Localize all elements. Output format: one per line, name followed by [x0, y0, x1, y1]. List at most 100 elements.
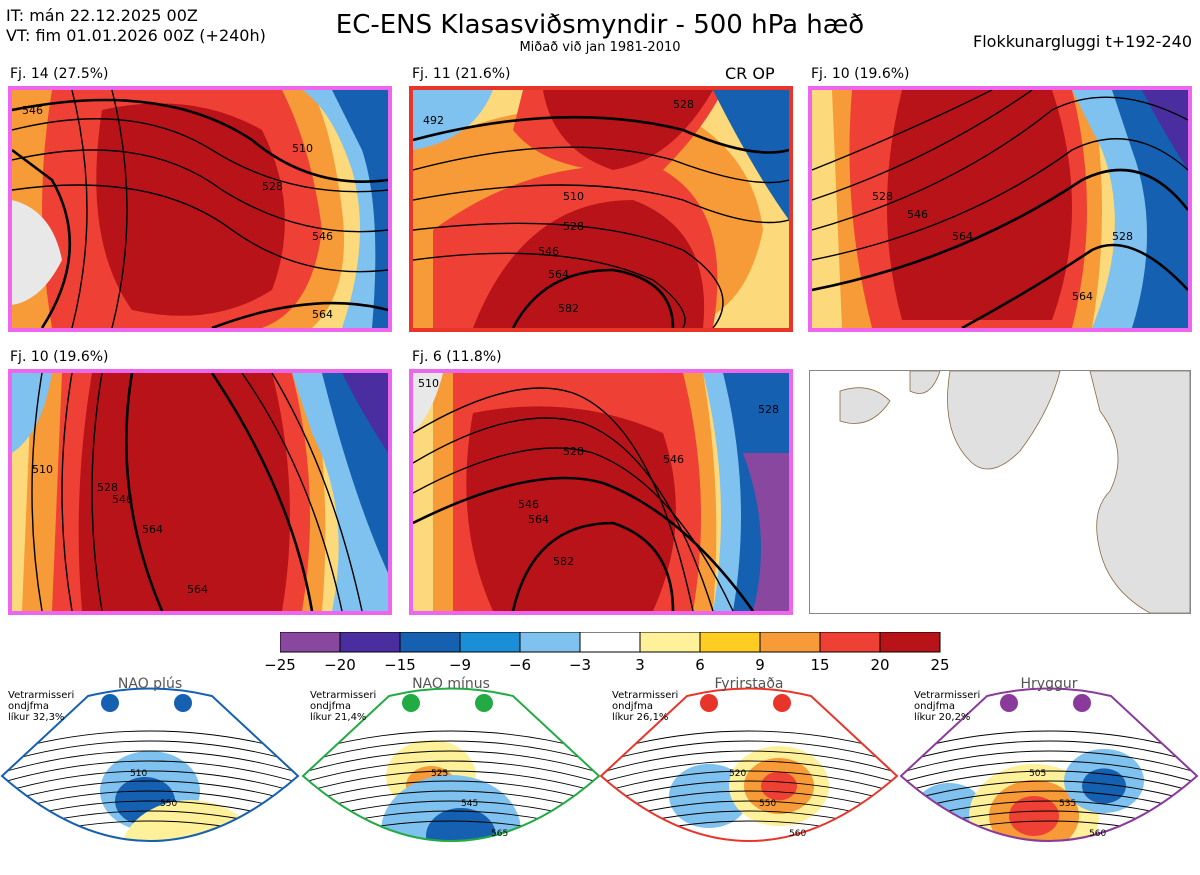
- cluster-panel-3[interactable]: 528 546 564 528 564: [808, 86, 1192, 332]
- svg-text:564: 564: [187, 583, 208, 596]
- svg-text:528: 528: [262, 180, 283, 193]
- svg-text:510: 510: [563, 190, 584, 203]
- regime-marker: [1000, 694, 1018, 712]
- svg-text:564: 564: [1072, 290, 1093, 303]
- regime-stats-4: Vetrarmisseri ondjfma líkur 20,2%: [914, 690, 981, 723]
- colorbar-swatch: [699, 632, 761, 653]
- panel-label-3: Fj. 10 (19.6%): [811, 66, 910, 82]
- svg-text:564: 564: [528, 513, 549, 526]
- height-contour: [303, 740, 599, 767]
- colorbar-tick-label: −3: [568, 656, 592, 674]
- panel-label-2: Fj. 11 (21.6%): [412, 66, 511, 82]
- colorbar-swatch: [339, 632, 401, 653]
- svg-text:510: 510: [32, 463, 53, 476]
- regime-marker: [475, 694, 493, 712]
- svg-text:528: 528: [872, 190, 893, 203]
- colorbar-tick-label: 3: [635, 656, 645, 674]
- svg-text:528: 528: [97, 481, 118, 494]
- page-title: EC-ENS Klasasviðsmyndir - 500 hPa hæð: [335, 10, 865, 40]
- colorbar-swatch: [399, 632, 461, 653]
- cluster-panel-2[interactable]: 492 528 510 528 546 564 582: [409, 86, 793, 332]
- regime-stats-2: Vetrarmisseri ondjfma líkur 21,4%: [310, 690, 377, 723]
- height-contour: [601, 770, 897, 797]
- svg-text:546: 546: [907, 208, 928, 221]
- contour-label: 525: [431, 769, 448, 779]
- colorbar-tick-label: 15: [810, 656, 830, 674]
- regime-marker: [1073, 694, 1091, 712]
- height-contour: [601, 780, 897, 807]
- svg-text:582: 582: [558, 302, 579, 315]
- svg-text:546: 546: [112, 493, 133, 506]
- svg-text:546: 546: [518, 498, 539, 511]
- svg-text:582: 582: [553, 555, 574, 568]
- cluster-panel-1[interactable]: 546 510 528 546 564: [8, 86, 392, 332]
- init-time: IT: mán 22.12.2025 00Z: [6, 6, 198, 25]
- svg-text:564: 564: [952, 230, 973, 243]
- regime-title-1: NAO plús: [117, 676, 183, 692]
- height-contour: [303, 750, 599, 777]
- height-contour: [601, 760, 897, 787]
- colorbar-tick-label: −25: [264, 656, 296, 674]
- contour-label: 535: [1059, 799, 1076, 809]
- regime-outline: [0, 687, 300, 842]
- svg-text:546: 546: [312, 230, 333, 243]
- svg-text:528: 528: [563, 220, 584, 233]
- svg-text:510: 510: [418, 377, 439, 390]
- height-contour: [2, 750, 298, 777]
- colorbar-tick-label: −9: [448, 656, 472, 674]
- cluster-panel-4[interactable]: 510 528 546 564 564: [8, 369, 392, 615]
- regime-marker: [773, 694, 791, 712]
- colorbar-tick-label: 25: [930, 656, 950, 674]
- colorbar-swatch: [519, 632, 581, 653]
- regime-stats-1: Vetrarmisseri ondjfma líkur 32,3%: [8, 690, 75, 723]
- height-contour: [303, 770, 599, 797]
- panel-label-5: Fj. 6 (11.8%): [412, 349, 502, 365]
- regime-marker: [700, 694, 718, 712]
- regime-title-3: Fyrirstaða: [714, 676, 784, 692]
- panel-label-4: Fj. 10 (19.6%): [10, 349, 109, 365]
- page-subtitle: Miðað við jan 1981-2010: [519, 40, 681, 55]
- svg-text:492: 492: [423, 114, 444, 127]
- cluster-panel-5[interactable]: 510 528 546 546 564 582 528: [409, 369, 793, 615]
- colorbar-tick-label: −20: [324, 656, 356, 674]
- colorbar-tick-label: 6: [695, 656, 705, 674]
- empty-map-panel[interactable]: [809, 370, 1191, 614]
- svg-text:546: 546: [538, 245, 559, 258]
- regime-marker: [402, 694, 420, 712]
- contour-label: 550: [160, 799, 177, 809]
- colorbar-swatch: [879, 632, 941, 653]
- colorbar-tick-label: 20: [870, 656, 890, 674]
- anomaly-blob: [761, 771, 797, 801]
- contour-label: 565: [491, 829, 508, 839]
- anomaly-blob: [669, 764, 749, 828]
- colorbar-swatch: [579, 632, 641, 653]
- height-contour: [2, 780, 298, 807]
- svg-text:564: 564: [312, 308, 333, 321]
- regime-title-4: Hryggur: [1020, 676, 1078, 692]
- contour-label: 545: [461, 799, 478, 809]
- colorbar-swatch: [819, 632, 881, 653]
- header-info: IT: mán 22.12.2025 00Z VT: fim 01.01.202…: [6, 6, 266, 46]
- panel-extra-2: CR OP: [725, 64, 775, 83]
- colorbar-swatch: [459, 632, 521, 653]
- height-contour: [2, 770, 298, 797]
- contour-label: 560: [1089, 829, 1106, 839]
- colorbar-swatch: [639, 632, 701, 653]
- regime-map-3: 520 550 560: [599, 687, 899, 842]
- regime-row: 510 550 525 545 565 520 550 560 505 535 560: [0, 676, 1200, 871]
- height-contour: [901, 780, 1197, 807]
- height-contour: [2, 760, 298, 787]
- regime-outline: [599, 687, 899, 842]
- regime-title-2: NAO mínus: [412, 676, 490, 692]
- contour-label: 510: [130, 769, 147, 779]
- svg-text:546: 546: [663, 453, 684, 466]
- regime-outline: [899, 687, 1199, 842]
- contour-label: 550: [759, 799, 776, 809]
- colorbar: [280, 632, 941, 653]
- height-contour: [901, 740, 1197, 767]
- colorbar-tick-label: −6: [508, 656, 532, 674]
- height-contour: [901, 770, 1197, 797]
- regime-outline: [301, 687, 601, 842]
- svg-text:564: 564: [142, 523, 163, 536]
- colorbar-tick-label: −15: [384, 656, 416, 674]
